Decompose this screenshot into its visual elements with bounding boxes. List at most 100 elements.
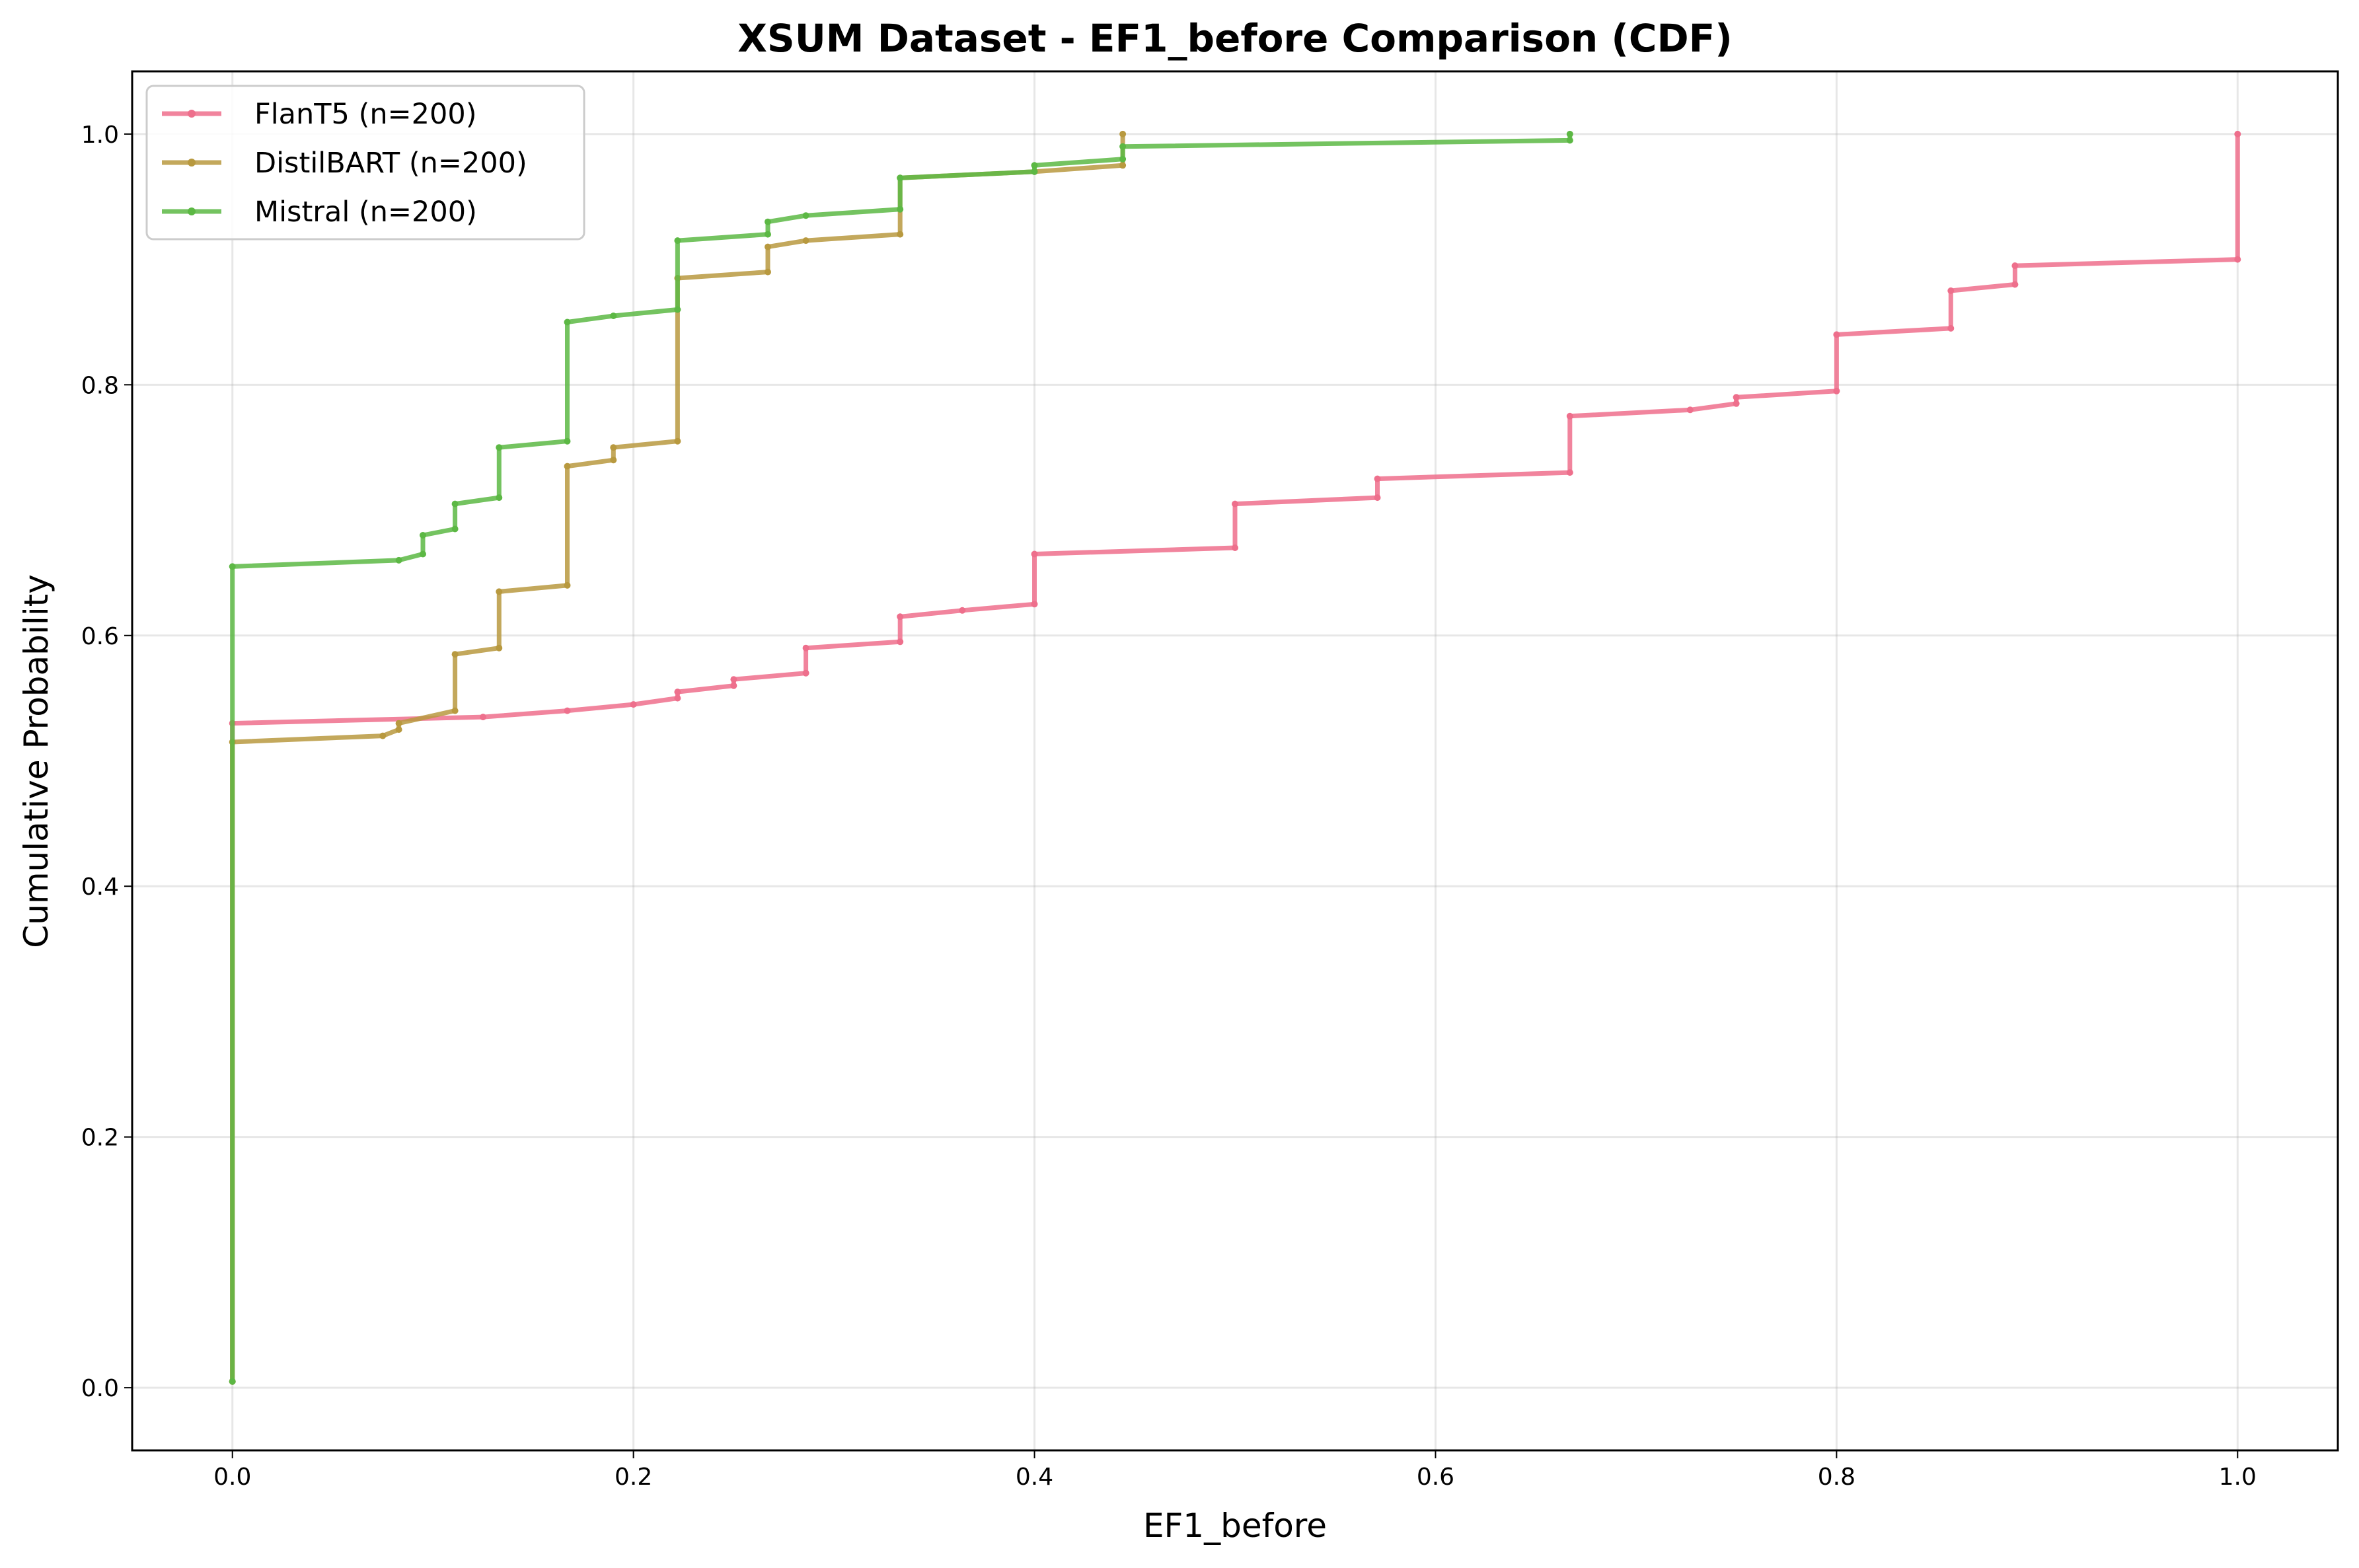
data-point-mistral [1119,143,1127,150]
data-point-flant5 [1374,475,1381,482]
data-point-mistral [395,556,402,564]
data-point-flant5 [1232,544,1238,551]
data-point-mistral [1566,137,1573,144]
data-point-flant5 [959,607,966,614]
data-point-distilbart [395,726,402,733]
data-point-distilbart [765,243,771,250]
grid-layer [132,71,2338,1450]
data-point-flant5 [2234,130,2241,137]
data-point-flant5 [2234,256,2241,263]
data-point-distilbart [610,444,617,451]
y-tick-label: 1.0 [81,122,119,149]
x-tick-label: 1.0 [2219,1464,2257,1491]
data-point-flant5 [802,644,809,652]
data-point-distilbart [564,463,571,470]
data-point-flant5 [2011,262,2019,270]
data-point-mistral [564,437,571,445]
data-point-distilbart [1119,162,1127,169]
data-point-mistral [420,532,426,539]
x-tick-label: 0.6 [1417,1464,1454,1491]
data-point-distilbart [395,720,402,727]
data-point-flant5 [674,694,681,702]
data-point-flant5 [1566,469,1573,476]
data-point-mistral [229,563,236,570]
data-point-flant5 [1947,287,1955,294]
data-point-distilbart [496,588,503,595]
data-point-mistral [674,237,681,244]
legend-marker-flant5 [188,110,196,118]
data-point-mistral [229,1378,236,1385]
data-point-mistral [610,313,617,319]
x-tick-label: 0.0 [213,1464,251,1491]
y-tick-label: 0.0 [81,1375,119,1402]
data-point-distilbart [765,268,771,276]
data-point-flant5 [1566,412,1573,420]
data-point-mistral [765,218,771,225]
data-point-flant5 [1374,494,1381,502]
data-point-flant5 [897,613,904,620]
data-point-mistral [897,205,904,213]
data-point-flant5 [674,689,681,696]
legend-marker-distilbart [188,159,196,167]
chart-title: XSUM Dataset - EF1_before Comparison (CD… [737,16,1733,61]
y-tick-label: 0.8 [81,372,119,399]
data-point-mistral [420,550,426,558]
data-point-flant5 [730,682,737,689]
data-point-flant5 [1686,406,1694,414]
data-point-distilbart [564,581,571,589]
data-point-flant5 [1733,394,1740,401]
data-point-mistral [1031,168,1038,175]
plot-frame [131,70,2339,1452]
ticks-layer: 0.0 0.2 0.4 0.6 0.8 1.0 0.0 0.2 0.4 0.6 0.8 1.0 [81,122,2257,1491]
data-point-distilbart [1119,130,1127,137]
data-point-flant5 [2011,281,2019,288]
data-point-flant5 [1947,324,1955,332]
data-point-flant5 [1833,331,1840,338]
data-point-distilbart [496,644,503,652]
data-point-mistral [765,231,771,238]
data-point-mistral [564,318,571,326]
y-tick-label: 0.6 [81,623,119,650]
legend-label-distilbart: DistilBART (n=200) [254,147,527,180]
legend-label-mistral: Mistral (n=200) [254,196,477,229]
y-tick-label: 0.2 [81,1125,119,1152]
data-point-mistral [1031,162,1038,169]
data-point-distilbart [610,457,617,464]
data-point-flant5 [802,669,809,677]
data-point-flant5 [1031,550,1038,558]
data-point-mistral [451,525,459,533]
data-point-mistral [496,444,503,451]
data-point-distilbart [379,732,387,739]
data-point-mistral [451,500,459,507]
y-tick-label: 0.4 [81,874,119,901]
data-point-distilbart [802,237,809,244]
x-axis-label: EF1_before [1143,1507,1327,1545]
data-point-flant5 [1232,500,1238,507]
legend-label-flant5: FlanT5 (n=200) [254,98,476,131]
data-point-distilbart [897,231,904,238]
data-point-mistral [496,494,503,502]
data-point-distilbart [451,707,459,714]
legend-marker-mistral [188,207,196,215]
data-point-mistral [1566,130,1573,137]
data-point-flant5 [1733,400,1740,407]
data-point-mistral [897,174,904,182]
series-layer [229,130,2241,1385]
data-point-flant5 [730,676,737,683]
y-axis-label: Cumulative Probability [17,574,56,948]
x-tick-label: 0.8 [1818,1464,1855,1491]
x-tick-label: 0.2 [615,1464,652,1491]
data-point-flant5 [1031,601,1038,608]
legend: FlanT5 (n=200) DistilBART (n=200) Mistral … [145,85,585,241]
data-point-flant5 [480,714,486,721]
data-point-flant5 [564,707,571,714]
legend-frame [145,85,585,241]
data-point-flant5 [897,638,904,646]
data-point-distilbart [451,651,459,658]
data-point-flant5 [630,701,637,708]
x-tick-label: 0.4 [1016,1464,1053,1491]
data-point-mistral [802,212,809,219]
